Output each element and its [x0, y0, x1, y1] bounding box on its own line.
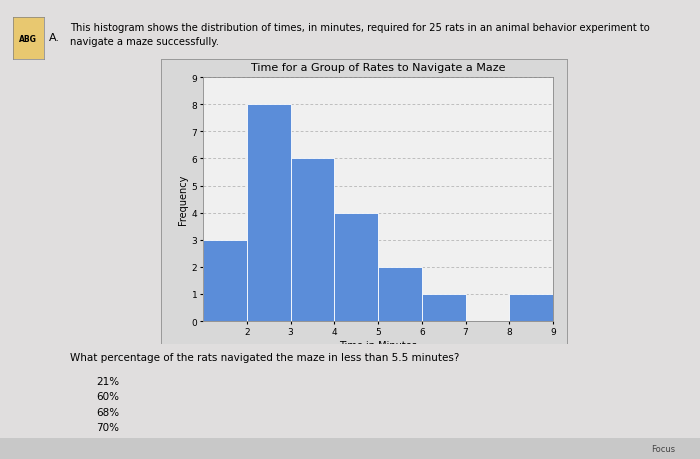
Text: What percentage of the rats navigated the maze in less than 5.5 minutes?: What percentage of the rats navigated th… — [70, 353, 459, 363]
Y-axis label: Frequency: Frequency — [178, 174, 188, 225]
Bar — [290, 159, 335, 321]
Bar — [378, 267, 421, 321]
Text: 84%: 84% — [97, 437, 120, 447]
Bar — [203, 240, 246, 321]
Bar — [335, 213, 378, 321]
Title: Time for a Group of Rates to Navigate a Maze: Time for a Group of Rates to Navigate a … — [251, 63, 505, 73]
Text: This histogram shows the distribution of times, in minutes, required for 25 rats: This histogram shows the distribution of… — [70, 22, 650, 47]
Text: 68%: 68% — [97, 407, 120, 417]
Text: Focus: Focus — [651, 444, 675, 453]
Text: 70%: 70% — [97, 422, 119, 432]
Text: A.: A. — [49, 33, 60, 43]
Bar — [510, 294, 553, 321]
X-axis label: Time in Minutes: Time in Minutes — [339, 340, 417, 350]
Bar — [246, 105, 290, 321]
Bar — [421, 294, 466, 321]
Text: ABG: ABG — [20, 34, 37, 44]
Text: 21%: 21% — [97, 376, 120, 386]
Text: 60%: 60% — [97, 392, 119, 402]
